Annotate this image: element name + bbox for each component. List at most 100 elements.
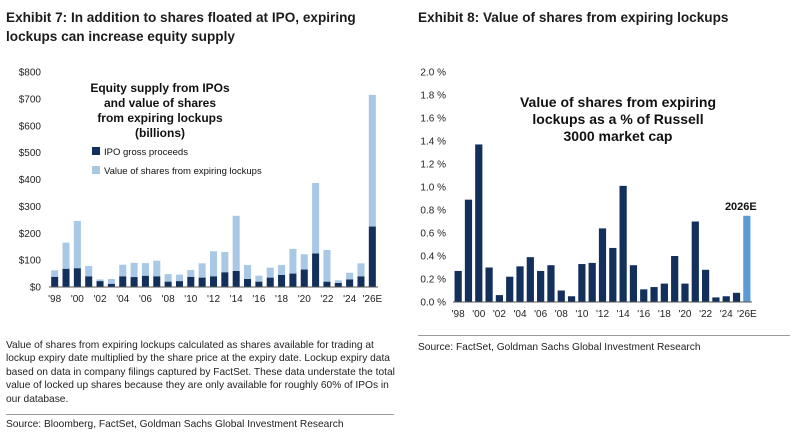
- bar-lockup-pct: [660, 283, 668, 302]
- bar-lockup-pct: [629, 265, 638, 302]
- bar-expiring-lockups: [334, 280, 342, 283]
- bar-expiring-lockups: [141, 263, 149, 276]
- chart-title-line: lockups as a % of Russell: [532, 111, 703, 127]
- bar-lockup-pct: [640, 289, 648, 302]
- bar-lockup-pct: [588, 262, 596, 302]
- y-tick-label: 0.6 %: [420, 229, 446, 240]
- bar-ipo-proceeds: [62, 268, 70, 287]
- bar-ipo-proceeds: [187, 276, 195, 287]
- exhibit-7-chart: $0 $100 $200 $300 $400 $500 $600 $700 $800 '98 '00…: [19, 68, 383, 306]
- bar-expiring-lockups: [346, 272, 354, 280]
- bar-ipo-proceeds: [289, 273, 297, 287]
- bar-expiring-lockups: [130, 262, 138, 278]
- bar-expiring-lockups: [323, 249, 331, 282]
- bar-lockup-pct: [547, 265, 555, 302]
- y-tick-label: $800: [19, 68, 42, 79]
- x-tick-label: '04: [116, 294, 129, 305]
- y-tick-label: $0: [30, 283, 42, 294]
- bar-lockup-pct: [598, 228, 607, 302]
- y-tick-label: $600: [19, 121, 42, 132]
- bar-lockup-pct: [454, 270, 462, 302]
- chart-title-line: and value of shares: [104, 96, 216, 110]
- bar-lockup-pct: [506, 276, 514, 302]
- bar-lockup-pct: [557, 290, 565, 302]
- bar-expiring-lockups: [266, 267, 274, 278]
- bar-ipo-proceeds: [346, 279, 354, 287]
- bar-lockup-pct: [681, 283, 689, 302]
- exhibit-7-divider: [6, 414, 394, 415]
- exhibit-8-title: Exhibit 8: Value of shares from expiring…: [418, 10, 729, 25]
- bar-expiring-lockups: [368, 94, 376, 227]
- x-tick-label: '16: [252, 294, 265, 305]
- x-tick-label: '06: [534, 309, 547, 320]
- bar-expiring-lockups: [198, 263, 206, 278]
- bar-lockup-pct: [475, 144, 483, 302]
- x-tick-label: '12: [207, 294, 220, 305]
- y-tick-label: 1.6 %: [420, 114, 446, 125]
- x-tick-label: '10: [184, 294, 197, 305]
- bar-ipo-proceeds: [323, 281, 331, 287]
- x-tick-label: '18: [275, 294, 288, 305]
- bar-expiring-lockups: [357, 263, 365, 277]
- y-tick-label: $300: [19, 202, 42, 213]
- bar-ipo-proceeds: [164, 281, 172, 287]
- x-tick-label: '98: [452, 309, 465, 320]
- legend-label-lockups: Value of shares from expiring lockups: [104, 166, 262, 177]
- bar-expiring-lockups: [209, 251, 218, 277]
- y-tick-label: 1.2 %: [420, 160, 446, 171]
- bar-ipo-proceeds: [73, 268, 81, 287]
- bar-expiring-lockups: [73, 220, 81, 269]
- bar-expiring-lockups: [221, 252, 229, 273]
- bar-lockup-pct: [691, 221, 699, 302]
- bar-ipo-proceeds: [198, 277, 206, 287]
- x-tick-label: '10: [575, 309, 588, 320]
- highlight-label: 2026E: [725, 201, 757, 213]
- bar-lockup-pct: [671, 256, 679, 302]
- y-tick-label: $400: [19, 175, 42, 186]
- chart-title-line: (billions): [135, 126, 185, 140]
- bar-lockup-pct: [701, 269, 710, 302]
- exhibit-7-note: Value of shares from expiring lockups ca…: [6, 340, 395, 405]
- bar-expiring-lockups: [96, 279, 104, 282]
- bar-expiring-lockups: [187, 270, 195, 277]
- bar-ipo-proceeds: [232, 270, 240, 287]
- bar-expiring-lockups: [312, 182, 320, 254]
- x-tick-label: '20: [298, 294, 311, 305]
- y-tick-label: 1.4 %: [420, 137, 446, 148]
- bar-ipo-proceeds: [209, 276, 218, 287]
- bar-expiring-lockups: [255, 275, 263, 282]
- x-tick-label: '98: [48, 294, 61, 305]
- bar-lockup-pct: [567, 296, 576, 302]
- bar-ipo-proceeds: [312, 253, 320, 287]
- x-tick-label: '08: [162, 294, 175, 305]
- y-tick-label: 1.0 %: [420, 183, 446, 194]
- bar-ipo-proceeds: [96, 281, 104, 287]
- x-tick-label: '24: [343, 294, 356, 305]
- x-tick-label: '14: [230, 294, 243, 305]
- chart-title-line: from expiring lockups: [97, 111, 223, 125]
- x-tick-label: '26E: [362, 294, 382, 305]
- bar-ipo-proceeds: [244, 278, 252, 287]
- bar-expiring-lockups: [300, 254, 308, 270]
- bar-ipo-proceeds: [85, 276, 93, 287]
- bar-lockup-pct: [578, 264, 586, 302]
- bar-ipo-proceeds: [357, 276, 365, 287]
- x-tick-label: '06: [139, 294, 152, 305]
- x-tick-label: '00: [472, 309, 485, 320]
- x-tick-label: '08: [555, 309, 568, 320]
- bar-ipo-proceeds: [107, 283, 115, 287]
- bar-expiring-lockups: [119, 264, 127, 277]
- exhibit-7-source: Source: Bloomberg, FactSet, Goldman Sach…: [6, 419, 344, 430]
- bar-lockup-pct: [464, 199, 473, 302]
- legend-label-ipo: IPO gross proceeds: [104, 147, 188, 158]
- bar-expiring-lockups: [278, 264, 286, 275]
- bar-expiring-lockups: [244, 264, 252, 279]
- y-tick-label: $500: [19, 148, 42, 159]
- bar-ipo-proceeds: [130, 277, 138, 287]
- x-tick-label: '24: [720, 309, 733, 320]
- bar-expiring-lockups: [51, 270, 59, 277]
- bar-expiring-lockups: [175, 274, 183, 282]
- bar-lockup-pct: [619, 185, 627, 302]
- bar-lockup-pct: [495, 295, 504, 302]
- bar-ipo-proceeds: [153, 276, 161, 287]
